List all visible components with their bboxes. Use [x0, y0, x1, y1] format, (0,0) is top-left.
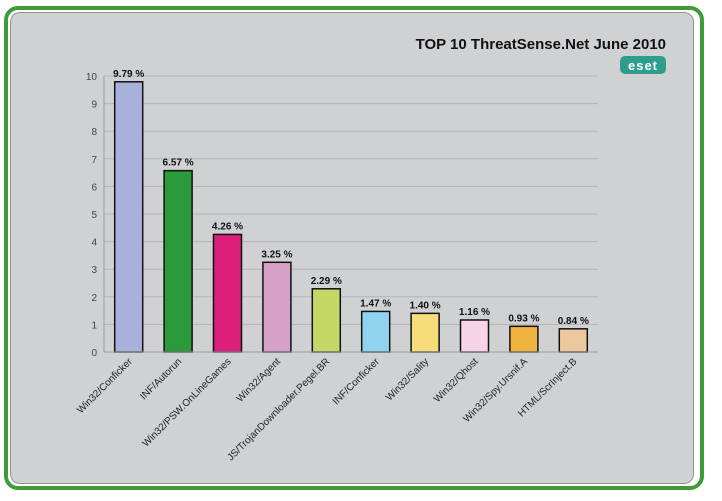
bar — [163, 169, 193, 353]
data-label: 9.79 % — [113, 69, 144, 80]
bar — [262, 261, 292, 353]
x-tick-label: Win32/Sality — [384, 356, 431, 403]
y-tick-label: 8 — [91, 127, 97, 138]
data-label: 0.93 % — [508, 313, 539, 324]
x-tick-label: Win32/PSW.OnLineGames — [141, 356, 234, 449]
data-label: 6.57 % — [163, 158, 194, 169]
y-tick-label: 10 — [86, 72, 98, 83]
data-label: 0.84 % — [558, 316, 589, 327]
bar — [113, 81, 144, 353]
bar — [311, 288, 342, 353]
bars-layer: 9.79 % 6.57 % 4.26 % 3.25 % 2.29 % 1.47 % 1.40… — [113, 69, 589, 353]
x-tick-label: Win32/Qhost — [432, 356, 481, 405]
bar — [360, 310, 391, 353]
y-axis: 0 1 2 3 4 5 6 7 8 9 10 — [86, 72, 105, 359]
data-label: 1.40 % — [410, 300, 441, 311]
bar — [410, 312, 440, 353]
y-tick-label: 4 — [91, 238, 97, 249]
data-label: 4.26 % — [212, 221, 243, 232]
y-tick-label: 5 — [91, 210, 97, 221]
y-tick-label: 0 — [91, 348, 97, 359]
bar — [459, 319, 490, 353]
bar — [558, 328, 589, 353]
bar — [212, 233, 243, 353]
x-axis: Win32/Conficker INF/AutorunWin32/PSW.OnLi… — [75, 351, 598, 463]
x-tick-label: INF/Autorun — [138, 356, 184, 402]
data-label: 3.25 % — [261, 249, 292, 260]
data-label: 1.16 % — [459, 307, 490, 318]
data-label: 1.47 % — [360, 298, 391, 309]
y-tick-label: 2 — [91, 293, 97, 304]
y-tick-label: 6 — [91, 182, 97, 193]
x-tick-label: Win32/Conficker — [75, 356, 135, 416]
x-tick-label: INF/Conficker — [331, 356, 382, 407]
eset-logo: eset — [620, 56, 666, 74]
y-tick-label: 1 — [91, 320, 97, 331]
x-tick-label: Win32/Agent — [235, 356, 283, 404]
y-tick-label: 7 — [91, 155, 97, 166]
chart-title: TOP 10 ThreatSense.Net June 2010 — [415, 36, 666, 53]
bar — [509, 325, 539, 353]
x-tick-label: JS/TrojanDownloader.Pegel.BR — [225, 356, 332, 463]
y-tick-label: 3 — [91, 265, 97, 276]
data-label: 2.29 % — [311, 276, 342, 287]
y-tick-label: 9 — [91, 100, 97, 111]
